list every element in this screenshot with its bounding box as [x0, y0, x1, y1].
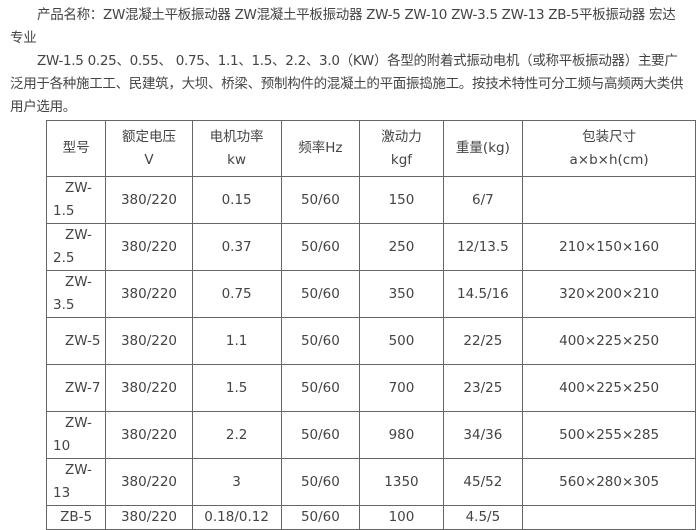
- table-cell: 380/220: [105, 364, 193, 412]
- header-text: a×b×h(cm): [569, 151, 649, 168]
- table-cell: 380/220: [105, 270, 193, 318]
- table-cell: 14.5/16: [442, 270, 524, 318]
- column-header: 激动力 kgf: [359, 120, 444, 177]
- table-cell: 50/60: [280, 317, 361, 365]
- table-cell: 23/25: [442, 364, 524, 412]
- table-cell: 0.75: [191, 270, 282, 318]
- table-row: ZW-7 380/220 1.5 50/60 700 23/25 400×225×250: [45, 364, 696, 412]
- model-cell: ZW-13: [45, 458, 107, 506]
- table-cell: 700: [359, 364, 444, 412]
- table-cell: [522, 505, 696, 530]
- table-cell: 1.5: [191, 364, 282, 412]
- table-cell: 400×225×250: [522, 317, 696, 365]
- table-row: ZW-5 380/220 1.1 50/60 500 22/25 400×225×250: [45, 317, 696, 365]
- table-cell: 50/60: [280, 223, 361, 271]
- table-cell: 250: [359, 223, 444, 271]
- table-cell: 150: [359, 176, 444, 224]
- table-cell: 400×225×250: [522, 364, 696, 412]
- table-cell: 0.37: [191, 223, 282, 271]
- column-header: 电机功率 kw: [191, 120, 282, 177]
- table-cell: 380/220: [105, 411, 193, 459]
- table-cell: 34/36: [442, 411, 524, 459]
- table-row: ZW-3.5 380/220 0.75 50/60 350 14.5/16 320×200×…: [45, 270, 696, 318]
- table-cell: 380/220: [105, 505, 193, 530]
- table-cell: 0.18/0.12: [191, 505, 282, 530]
- column-header: 包装尺寸 a×b×h(cm): [522, 120, 696, 177]
- table-cell: 50/60: [280, 364, 361, 412]
- product-name-paragraph: 产品名称：ZW混凝土平板振动器 ZW混凝土平板振动器 ZW-5 ZW-10 ZW…: [10, 7, 676, 46]
- table-cell: [522, 176, 696, 224]
- header-text: 频率Hz: [298, 140, 343, 156]
- table-cell: 210×150×160: [522, 223, 696, 271]
- table-row: ZW-2.5 380/220 0.37 50/60 250 12/13.5 210×150×…: [45, 223, 696, 271]
- header-text: 额定电压: [121, 128, 176, 145]
- header-text: kgf: [390, 151, 413, 168]
- header-text: 型号: [62, 140, 90, 156]
- table-cell: 12/13.5: [442, 223, 524, 271]
- table-row: ZW-13 380/220 3 50/60 1350 45/52 560×280×305: [45, 458, 696, 506]
- model-cell: ZW-2.5: [45, 223, 107, 271]
- model-cell: ZW-7: [45, 364, 107, 412]
- table-row: ZW-1.5 380/220 0.15 50/60 150 6/7: [45, 176, 696, 224]
- table-cell: 320×200×210: [522, 270, 696, 318]
- table-cell: 380/220: [105, 317, 193, 365]
- table-cell: 50/60: [280, 411, 361, 459]
- table-cell: 6/7: [442, 176, 524, 224]
- table-cell: 50/60: [280, 458, 361, 506]
- spec-table: 型号 额定电压 V 电机功率 kw 频率Hz 激动力 kgf 重量(kg) 包装尺寸 a×b×h(c…: [45, 120, 696, 530]
- table-cell: 500: [359, 317, 444, 365]
- table-cell: 100: [359, 505, 444, 530]
- header-text: V: [144, 151, 154, 168]
- table-cell: 22/25: [442, 317, 524, 365]
- model-cell: ZW-5: [45, 317, 107, 365]
- header-text: 重量(kg): [455, 140, 510, 156]
- table-cell: 1.1: [191, 317, 282, 365]
- table-cell: 50/60: [280, 270, 361, 318]
- table-cell: 380/220: [105, 223, 193, 271]
- table-cell: 380/220: [105, 176, 193, 224]
- table-cell: 50/60: [280, 176, 361, 224]
- table-row: ZW-10 380/220 2.2 50/60 980 34/36 500×255×285: [45, 411, 696, 459]
- column-header: 重量(kg): [442, 120, 524, 177]
- header-text: 包装尺寸: [582, 128, 637, 145]
- table-cell: 980: [359, 411, 444, 459]
- column-header: 型号: [45, 120, 107, 177]
- table-cell: 560×280×305: [522, 458, 696, 506]
- description-paragraph: ZW-1.5 0.25、0.55、 0.75、1.1、1.5、2.2、3.0（K…: [10, 53, 684, 115]
- table-cell: 0.15: [191, 176, 282, 224]
- model-cell: ZB-5: [45, 505, 107, 530]
- table-cell: 380/220: [105, 458, 193, 506]
- table-cell: 1350: [359, 458, 444, 506]
- header-text: 激动力: [381, 128, 422, 145]
- table-cell: 2.2: [191, 411, 282, 459]
- model-cell: ZW-3.5: [45, 270, 107, 318]
- column-header: 频率Hz: [280, 120, 361, 177]
- table-cell: 50/60: [280, 505, 361, 530]
- table-cell: 350: [359, 270, 444, 318]
- model-cell: ZW-10: [45, 411, 107, 459]
- table-cell: 45/52: [442, 458, 524, 506]
- column-header: 额定电压 V: [105, 120, 193, 177]
- table-cell: 3: [191, 458, 282, 506]
- table-row: ZB-5 380/220 0.18/0.12 50/60 100 4.5/5: [45, 505, 696, 530]
- table-cell: 4.5/5: [442, 505, 524, 530]
- header-text: kw: [227, 151, 247, 168]
- header-row: 型号 额定电压 V 电机功率 kw 频率Hz 激动力 kgf 重量(kg) 包装尺寸 a×b×h(c…: [45, 120, 696, 177]
- table-cell: 500×255×285: [522, 411, 696, 459]
- model-cell: ZW-1.5: [45, 176, 107, 224]
- header-text: 电机功率: [209, 128, 264, 145]
